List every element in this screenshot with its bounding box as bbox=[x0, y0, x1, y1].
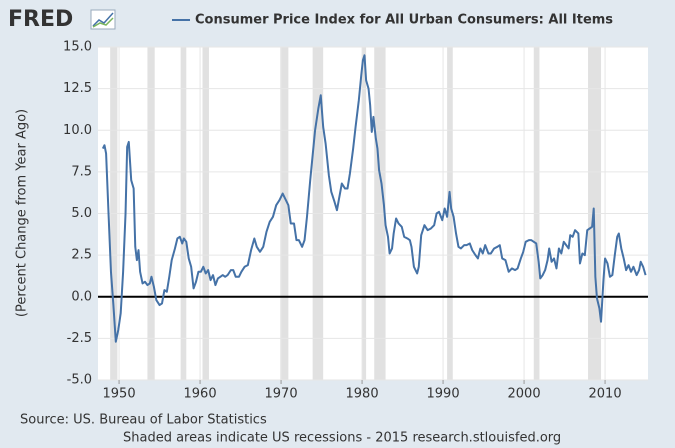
y-tick-label: 7.5 bbox=[71, 164, 92, 179]
note: Shaded areas indicate US recessions - 20… bbox=[123, 431, 561, 446]
x-tick-label: 2000 bbox=[508, 387, 541, 402]
data-line bbox=[101, 54, 647, 343]
source: Source: US. Bureau of Labor Statistics bbox=[20, 413, 267, 428]
x-tick-label: 1990 bbox=[427, 387, 460, 402]
y-axis-label: (Percent Change from Year Ago) bbox=[15, 109, 30, 317]
y-tick-label: 0.0 bbox=[71, 289, 92, 304]
logo-icon bbox=[90, 9, 116, 30]
y-tick-label: 10.0 bbox=[63, 123, 92, 138]
y-tick-label: 12.5 bbox=[63, 81, 92, 96]
y-tick-label: -5.0 bbox=[67, 373, 92, 388]
x-tick-label: 1970 bbox=[265, 387, 298, 402]
logo: FRED bbox=[8, 7, 73, 32]
x-tick-label: 1960 bbox=[184, 387, 217, 402]
y-tick-label: 5.0 bbox=[71, 206, 92, 221]
y-tick-label: 2.5 bbox=[71, 248, 92, 263]
x-tick-label: 1950 bbox=[103, 387, 136, 402]
legend-label: Consumer Price Index for All Urban Consu… bbox=[195, 13, 613, 28]
x-tick-label: 2010 bbox=[589, 387, 622, 402]
y-tick-label: 15.0 bbox=[63, 40, 92, 55]
y-tick-label: -2.5 bbox=[67, 331, 92, 346]
x-tick-label: 1980 bbox=[346, 387, 379, 402]
